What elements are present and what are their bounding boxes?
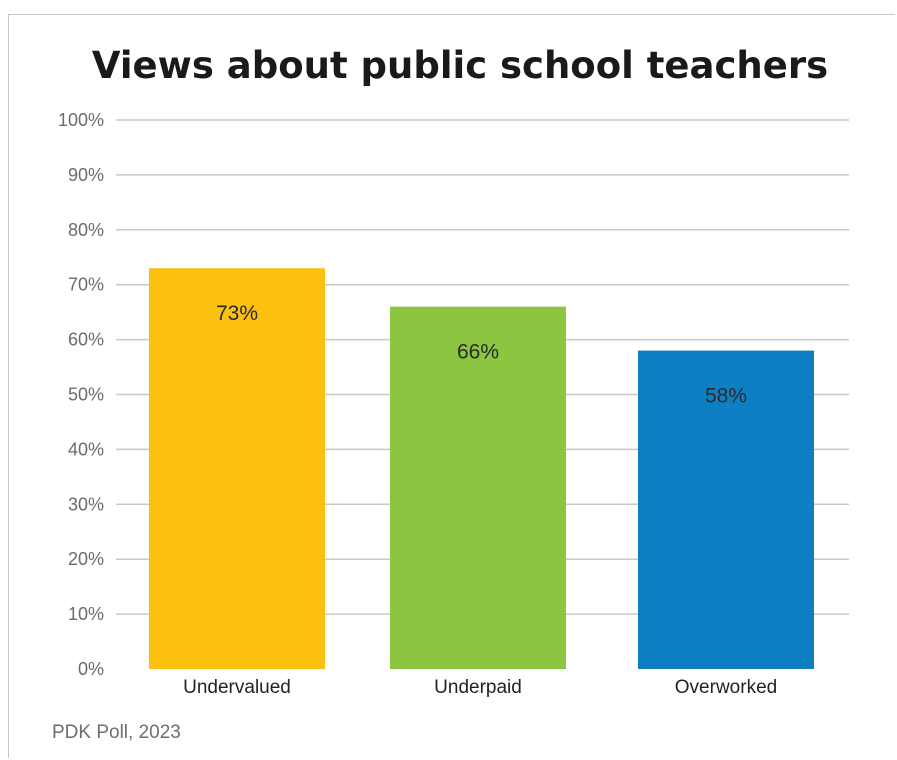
y-tick-label: 0% bbox=[78, 659, 104, 679]
y-tick-label: 90% bbox=[68, 165, 104, 185]
data-label: 66% bbox=[457, 341, 499, 364]
bars: 73% 66% 58% bbox=[149, 268, 814, 669]
x-category-label: Underpaid bbox=[434, 677, 522, 698]
y-tick-label: 60% bbox=[68, 330, 104, 350]
y-axis-ticks: 0% 10% 20% 30% 40% 50% 60% 70% 80% 90% 100% bbox=[58, 110, 104, 679]
y-tick-label: 100% bbox=[58, 110, 104, 130]
source-note: PDK Poll, 2023 bbox=[52, 722, 181, 743]
bar-underpaid bbox=[390, 306, 566, 669]
y-tick-label: 50% bbox=[68, 385, 104, 405]
bar-undervalued bbox=[149, 268, 325, 669]
y-tick-label: 30% bbox=[68, 494, 104, 514]
y-tick-label: 80% bbox=[68, 220, 104, 240]
data-label: 73% bbox=[216, 302, 258, 325]
chart-frame bbox=[8, 14, 895, 758]
y-tick-label: 70% bbox=[68, 275, 104, 295]
x-category-label: Overworked bbox=[675, 677, 777, 698]
x-category-label: Undervalued bbox=[183, 677, 291, 698]
y-tick-label: 40% bbox=[68, 439, 104, 459]
y-tick-label: 20% bbox=[68, 549, 104, 569]
bar-overworked bbox=[638, 350, 814, 669]
x-axis-labels: Undervalued Underpaid Overworked bbox=[183, 677, 777, 698]
y-tick-label: 10% bbox=[68, 604, 104, 624]
chart-title: Views about public school teachers bbox=[91, 44, 829, 87]
data-label: 58% bbox=[705, 385, 747, 408]
